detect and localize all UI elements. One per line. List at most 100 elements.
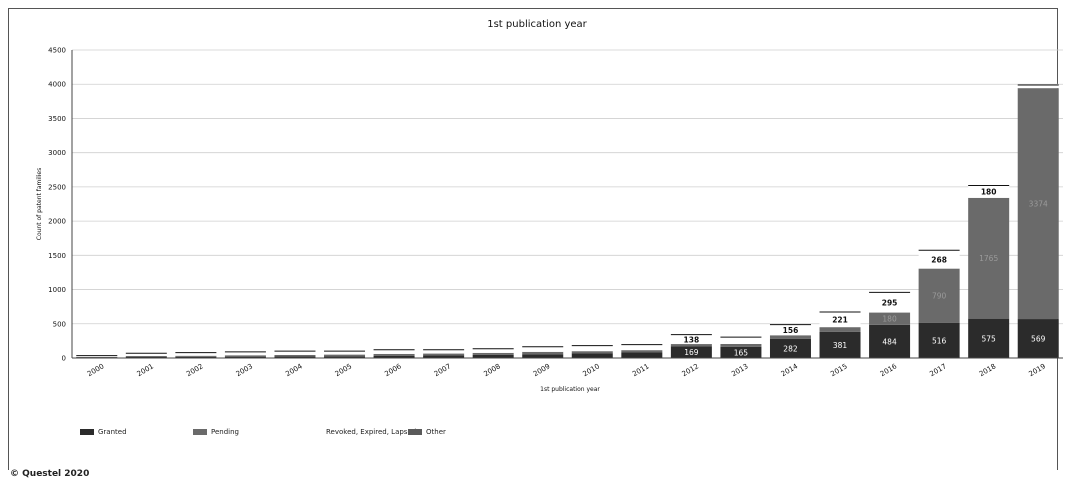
bar-pending <box>968 197 1010 319</box>
data-label: 268 <box>931 255 947 264</box>
bar-granted <box>522 354 564 358</box>
data-label: 1765 <box>979 254 998 263</box>
x-tick-label: 2014 <box>780 362 800 378</box>
x-tick-label: 2016 <box>879 362 899 378</box>
y-tick-label: 500 <box>53 320 66 328</box>
bar-pending <box>918 268 960 323</box>
data-label: 790 <box>932 292 947 301</box>
bar-granted <box>423 355 465 358</box>
bar-revoked-expired-lapsed <box>324 351 366 355</box>
data-label: 569 <box>1031 335 1046 344</box>
data-label: 282 <box>783 344 798 353</box>
bar-revoked-expired-lapsed <box>1017 85 1059 89</box>
bar-granted <box>670 346 712 358</box>
data-label: 138 <box>684 335 700 344</box>
data-label: 295 <box>882 298 898 307</box>
x-tick-label: 2000 <box>86 362 105 378</box>
chart-title: 1st publication year <box>487 19 587 30</box>
bar-revoked-expired-lapsed <box>472 348 514 353</box>
bar-revoked-expired-lapsed <box>621 344 663 351</box>
legend-swatch <box>80 429 94 435</box>
x-tick-label: 2010 <box>582 362 601 378</box>
bar-granted <box>224 356 266 358</box>
bar-granted <box>125 356 167 358</box>
legend-label: Other <box>426 428 446 436</box>
legend-swatch <box>308 429 322 435</box>
bar-pending <box>125 355 167 357</box>
data-label: 165 <box>734 348 749 357</box>
legend-item-revoked-expired-lapsed[interactable]: Revoked, Expired, Lapsed <box>308 428 416 436</box>
bar-revoked-expired-lapsed <box>769 324 811 336</box>
data-label: 516 <box>932 336 947 345</box>
bar-granted <box>373 355 415 358</box>
bar-pending <box>670 344 712 347</box>
y-axis-title: Count of patent families <box>36 168 43 240</box>
data-label: 180 <box>882 315 897 324</box>
bar-revoked-expired-lapsed <box>274 351 316 355</box>
bar-pending <box>769 335 811 339</box>
x-tick-label: 2001 <box>136 362 155 378</box>
data-label: 3374 <box>1029 200 1048 209</box>
bar-revoked-expired-lapsed <box>522 346 564 352</box>
data-label: 169 <box>684 348 699 357</box>
bar-granted <box>869 324 911 358</box>
y-tick-label: 2500 <box>48 183 66 191</box>
x-tick-label: 2009 <box>532 362 551 378</box>
bar-granted <box>571 353 613 358</box>
x-tick-label: 2005 <box>334 362 353 378</box>
x-tick-label: 2006 <box>383 362 403 378</box>
bar-revoked-expired-lapsed <box>571 345 613 352</box>
bar-granted <box>1017 319 1059 358</box>
bar-pending <box>373 353 415 356</box>
legend-label: Granted <box>98 428 127 436</box>
bar-pending <box>720 343 762 347</box>
legend-item-granted[interactable]: Granted <box>80 428 127 436</box>
y-tick-label: 2000 <box>48 218 66 226</box>
bar-granted <box>720 346 762 358</box>
bar-revoked-expired-lapsed <box>869 292 911 313</box>
bar-revoked-expired-lapsed <box>720 337 762 344</box>
x-tick-label: 2008 <box>482 362 501 378</box>
bar-pending <box>621 350 663 353</box>
bar-granted <box>621 352 663 358</box>
bar-pending <box>819 327 861 332</box>
data-label: 484 <box>882 337 897 346</box>
bar-pending <box>472 352 514 355</box>
bar-pending <box>423 353 465 356</box>
y-tick-label: 1500 <box>48 252 66 260</box>
bar-granted <box>918 322 960 358</box>
bar-granted <box>274 356 316 358</box>
x-tick-label: 2007 <box>433 362 452 378</box>
y-tick-label: 3500 <box>48 115 66 123</box>
data-label: 221 <box>832 316 848 325</box>
x-tick-label: 2011 <box>631 362 650 378</box>
bar-revoked-expired-lapsed <box>125 353 167 356</box>
y-tick-label: 0 <box>62 355 66 363</box>
bar-granted <box>968 318 1010 358</box>
copyright-notice: © Questel 2020 <box>10 469 90 479</box>
bar-revoked-expired-lapsed <box>819 312 861 328</box>
bar-pending <box>274 354 316 357</box>
y-tick-label: 3000 <box>48 149 66 157</box>
legend-swatch <box>408 429 422 435</box>
bar-granted <box>472 354 514 358</box>
legend-item-other[interactable]: Other <box>408 428 446 436</box>
x-tick-label: 2017 <box>928 362 947 378</box>
data-label: 156 <box>783 326 799 335</box>
bar-pending <box>522 351 564 355</box>
data-label: 575 <box>982 334 997 343</box>
y-tick-label: 4000 <box>48 81 66 89</box>
x-axis-title: 1st publication year <box>540 386 600 393</box>
bar-granted <box>324 356 366 358</box>
bar-revoked-expired-lapsed <box>76 355 118 357</box>
x-tick-label: 2018 <box>978 362 997 378</box>
bar-pending <box>224 355 266 357</box>
legend-item-pending[interactable]: Pending <box>193 428 239 436</box>
x-tick-label: 2003 <box>235 362 254 378</box>
bar-pending <box>571 351 613 354</box>
y-tick-label: 4500 <box>48 47 66 55</box>
bar-revoked-expired-lapsed <box>423 349 465 354</box>
bar-granted <box>769 338 811 358</box>
bar-revoked-expired-lapsed <box>968 185 1010 198</box>
